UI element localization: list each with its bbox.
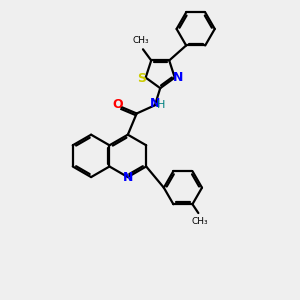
Text: N: N bbox=[123, 172, 134, 184]
Text: N: N bbox=[150, 97, 160, 110]
Text: H: H bbox=[157, 100, 166, 110]
Text: N: N bbox=[173, 71, 184, 84]
Text: CH₃: CH₃ bbox=[191, 217, 208, 226]
Text: S: S bbox=[138, 72, 147, 85]
Text: CH₃: CH₃ bbox=[132, 36, 149, 45]
Text: O: O bbox=[112, 98, 123, 111]
